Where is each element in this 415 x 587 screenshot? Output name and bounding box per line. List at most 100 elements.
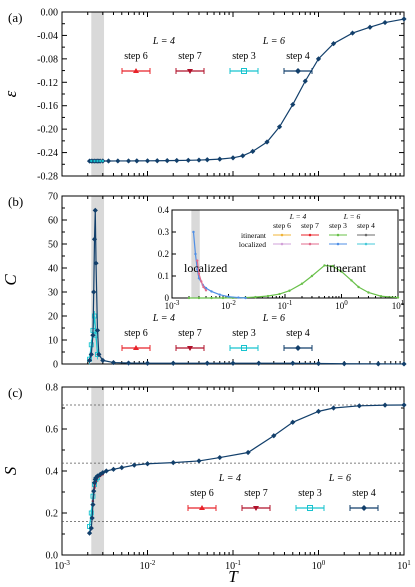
data-point [144,158,151,164]
legend-label: step 3 [298,488,322,499]
y-axis-label: C [1,274,20,286]
data-point [266,294,270,298]
data-point [100,357,106,363]
x-tick-label: 10-2 [140,559,156,572]
data-point [89,515,95,521]
data-point [288,289,291,292]
legend-marker [361,505,367,511]
series-line [89,18,405,162]
legend-group-l6: L = 6 [262,36,285,47]
data-point [230,155,236,161]
legend-marker [241,345,247,351]
legend-label: step 4 [286,51,310,62]
x-tick-label: 101 [397,559,411,572]
data-point [230,360,236,366]
legend-group-l6: L = 6 [328,473,351,484]
y-tick-label: 0.6 [46,425,59,436]
inset-y-tick-label: 0.1 [158,271,169,281]
x-tick-label: 100 [312,559,326,572]
inset-y-tick-label: 0 [165,293,170,303]
legend-marker [199,505,205,510]
data-point [91,480,98,486]
legend-label: step 6 [124,328,148,339]
data-point [196,259,199,262]
shaded-region [91,387,105,555]
data-point [245,449,251,456]
inset-x-tick-label: 101 [392,299,405,311]
panel-a: -0.28 -0.24 -0.20 -0.16 -0.12 -0.08 -0.04 0.00 (… [1,8,407,183]
x-tick-label: 10-3 [54,559,70,572]
data-point [103,468,109,474]
data-point [340,270,343,273]
inset-legend-label: step 6 [273,221,291,230]
data-point [204,289,208,292]
data-point [401,402,407,408]
data-point [330,405,337,411]
data-point [187,296,191,300]
inset-legend-group-l4: L = 4 [289,212,307,221]
y-axis-label: S [1,466,20,475]
data-point [217,156,223,162]
data-point [382,402,388,408]
data-point [105,158,112,164]
data-point [170,460,176,466]
data-point [396,296,400,299]
data-point [125,360,132,366]
data-point [217,454,223,461]
inset-legend-marker [280,242,284,246]
y-tick-label: 0.4 [46,467,59,478]
y-tick-label: 70 [48,192,58,203]
data-point [93,475,99,481]
data-point [382,19,388,26]
data-point [375,361,381,367]
inset-x-tick-label: 10-2 [221,299,236,311]
data-point [96,351,102,357]
data-point [88,510,94,516]
y-tick-label: 20 [48,312,58,323]
inset-legend-marker [280,233,284,237]
inset-legend-marker [308,242,312,246]
data-point [91,236,98,242]
data-point [144,461,151,467]
data-point [300,282,304,285]
inset-legend-marker [308,233,312,237]
data-point [90,502,96,508]
legend-marker [295,345,301,351]
data-point [315,56,322,62]
inset-legend-label: step 3 [329,221,347,230]
legend-label: step 3 [232,328,256,339]
y-axis-label: ε [1,90,20,97]
data-point [240,153,246,159]
data-point [100,470,106,476]
data-point [244,296,247,300]
data-point [196,157,202,163]
inset-frame [171,209,399,299]
data-point [315,408,322,414]
data-point [91,289,97,295]
data-point [197,272,201,275]
data-point [330,41,337,47]
data-point [204,157,210,163]
data-point [401,361,407,367]
panel-c: 0.0 0.2 0.4 0.6 0.8 10-3 10-2 10-1 100 101 (c) S L =… [1,383,411,587]
data-point [115,158,121,164]
y-tick-label: 0 [53,360,58,371]
legend-group-l6: L = 6 [262,313,285,324]
legend-group-l4: L = 4 [218,473,241,484]
data-point [174,157,180,164]
data-point [278,292,281,296]
data-point [357,285,360,289]
data-point [110,359,117,366]
y-tick-label: 10 [48,336,58,347]
y-tick-label: -0.20 [37,125,58,136]
legend-marker [187,346,193,351]
inset-legend-marker [336,233,340,237]
data-point [88,525,94,531]
panel-b: 0 10 20 30 40 50 60 70 (b) C L = 4 L = 6 step 6 step … [1,192,407,371]
data-point [92,207,98,213]
inset-y-tick-label: 0.2 [158,249,169,259]
series-line [88,210,405,365]
panel-label: (c) [8,385,22,400]
data-point [290,360,296,366]
inset-legend-row-localized: localized [239,240,266,249]
